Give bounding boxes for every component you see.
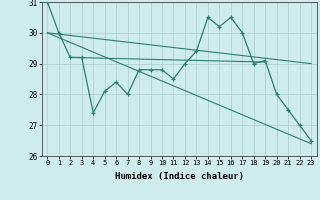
X-axis label: Humidex (Indice chaleur): Humidex (Indice chaleur)	[115, 172, 244, 181]
